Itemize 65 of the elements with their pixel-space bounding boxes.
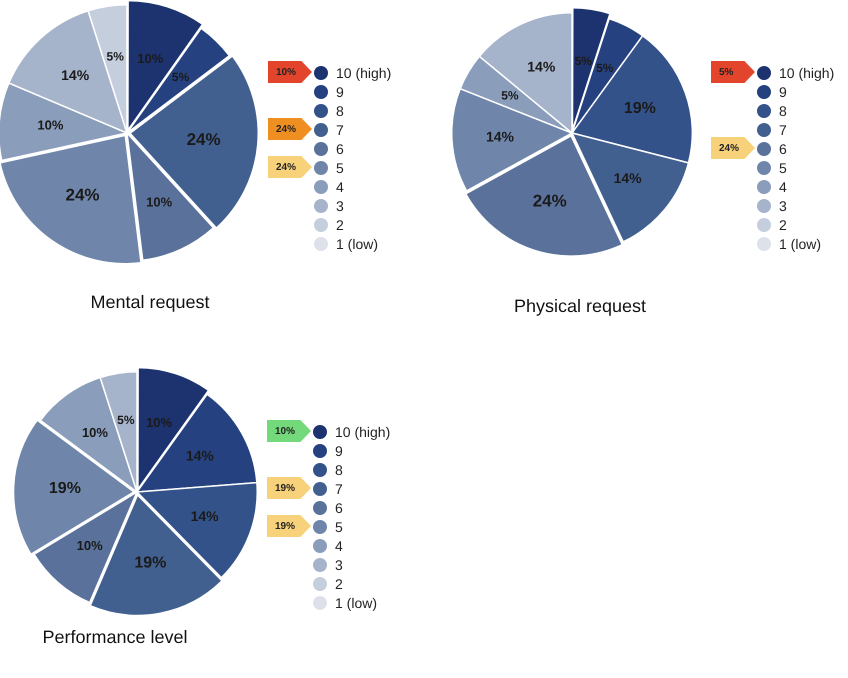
legend-label: 8	[336, 102, 344, 118]
text: 10%	[275, 426, 296, 436]
legend-label: 4	[336, 178, 344, 194]
legend-label: 1 (low)	[336, 236, 378, 252]
data-label: 10%	[82, 424, 108, 440]
legend-label: 8	[335, 462, 343, 478]
legend-label: 5	[336, 160, 344, 176]
legend-label: 4	[779, 178, 787, 194]
data-label: 14%	[614, 170, 642, 186]
legend-label: 9	[335, 442, 343, 458]
data-label: 14%	[186, 447, 214, 464]
legend-label: 8	[779, 102, 787, 118]
legend-label: 9	[779, 84, 787, 100]
text: 10%	[276, 66, 296, 78]
text: Performance level	[42, 627, 188, 648]
legend-label: 6	[335, 500, 343, 516]
data-label: 10%	[146, 414, 173, 430]
text: 19%	[275, 520, 296, 532]
legend-label: 2	[336, 216, 344, 232]
data-label: 10%	[37, 117, 64, 132]
data-label: 10%	[137, 51, 164, 66]
legend-label: 2	[779, 216, 787, 232]
data-label: 5%	[596, 61, 614, 76]
legend-label: 10 (high)	[336, 64, 392, 80]
legend-label: 3	[779, 198, 787, 214]
data-label: 24%	[186, 130, 221, 149]
data-label: 14%	[527, 58, 556, 75]
data-label: 19%	[624, 100, 656, 117]
data-label: 10%	[76, 538, 104, 554]
data-label: 5%	[574, 54, 592, 68]
legend-label: 7	[336, 122, 344, 138]
legend-label: 1 (low)	[779, 236, 822, 252]
text: 24%	[276, 124, 296, 134]
legend-label: 1 (low)	[335, 594, 378, 610]
data-label: 5%	[117, 413, 135, 428]
text: Mental request	[90, 292, 210, 313]
legend-label: 10 (high)	[779, 64, 834, 80]
data-label: 24%	[66, 185, 100, 204]
text: 24%	[719, 142, 740, 154]
legend-label: 5	[779, 160, 787, 176]
data-label: 5%	[501, 88, 519, 103]
data-label: 14%	[486, 128, 515, 144]
legend-label: 10 (high)	[335, 424, 390, 440]
legend-label: 9	[336, 84, 344, 100]
data-label: 24%	[532, 191, 567, 210]
legend-label: 5	[335, 518, 343, 534]
legend-label: 2	[335, 576, 343, 592]
legend-label: 7	[779, 122, 787, 138]
legend-label: 6	[336, 140, 344, 156]
data-label: 14%	[190, 508, 220, 524]
data-label: 14%	[61, 66, 90, 83]
text: 5%	[719, 66, 734, 78]
legend-label: 3	[335, 556, 343, 572]
legend-label: 6	[779, 140, 787, 156]
data-label: 5%	[172, 70, 190, 84]
legend-label: 7	[335, 480, 343, 496]
legend-label: 3	[336, 198, 344, 214]
text: 19%	[275, 482, 296, 494]
data-label: 10%	[146, 194, 173, 210]
legend-label: 4	[335, 538, 343, 554]
text: 24%	[276, 162, 296, 172]
text: Physical request	[514, 296, 646, 317]
data-label: 19%	[134, 554, 166, 572]
data-label: 19%	[48, 480, 81, 498]
data-label: 5%	[106, 49, 124, 64]
